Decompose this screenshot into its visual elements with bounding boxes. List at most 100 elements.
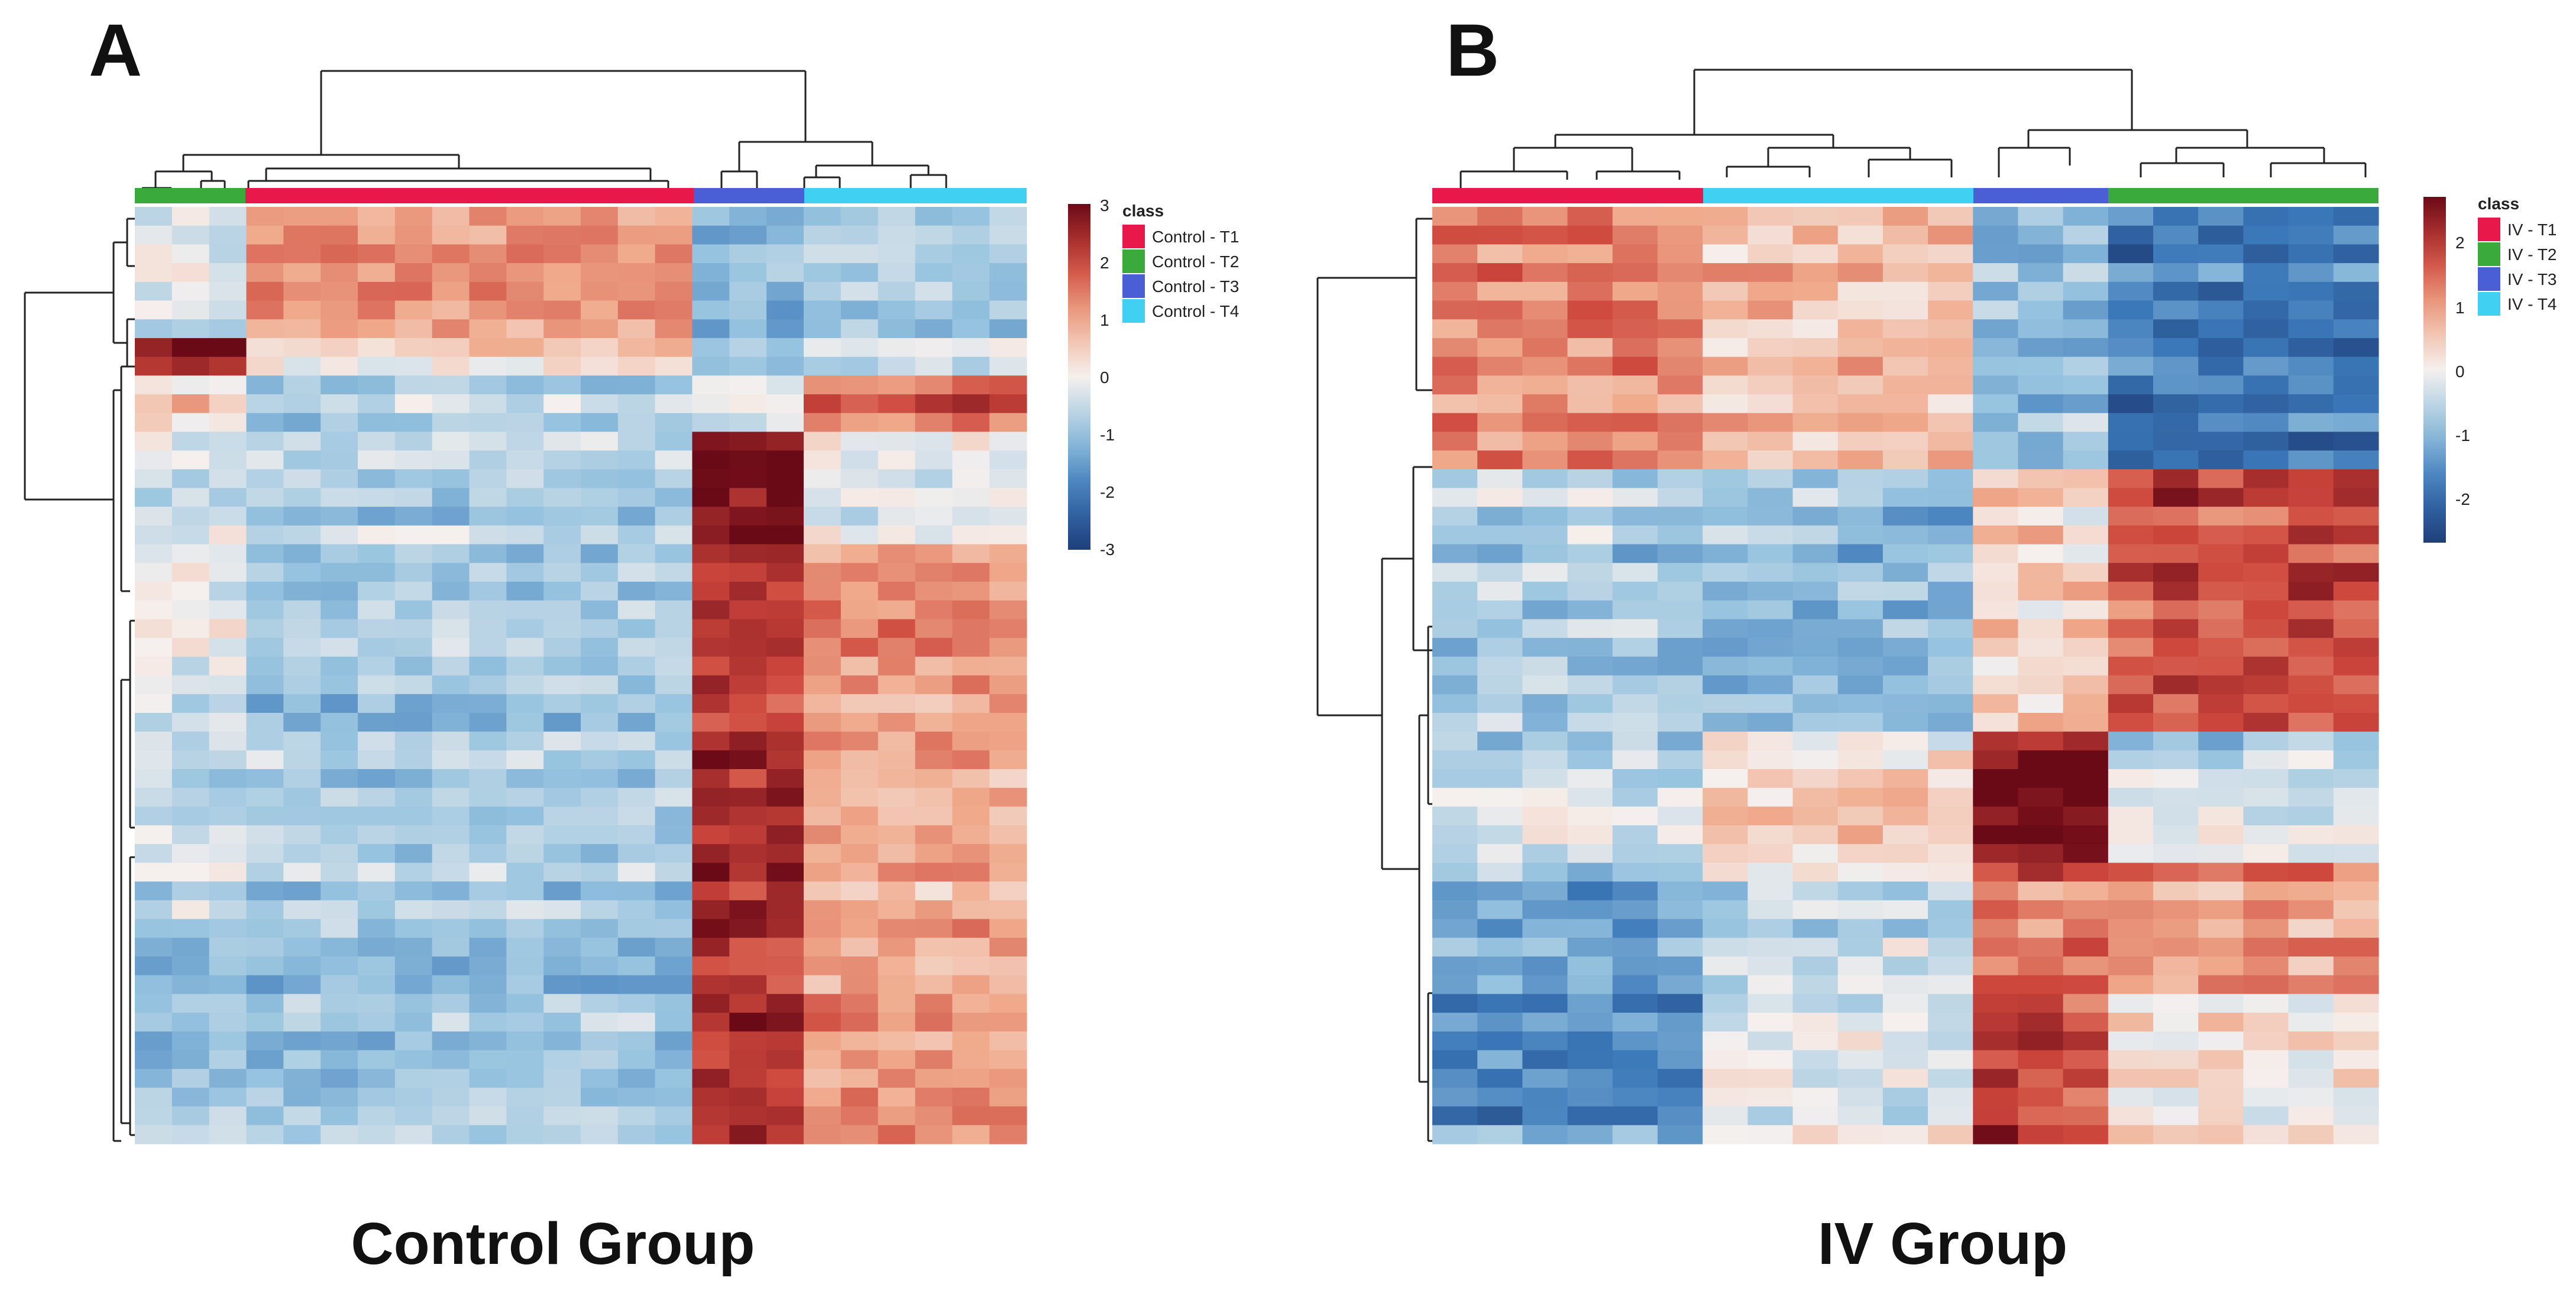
heatmap-cell [1792,806,1839,826]
heatmap-cell [1657,919,1703,938]
heatmap-cell [2063,525,2109,545]
heatmap-cell [283,956,321,976]
heatmap-cell [1522,525,1568,545]
heatmap-cell [1792,769,1839,789]
heatmap-cell [840,694,879,714]
heatmap-cell [989,356,1027,376]
heatmap-cell [1703,338,1748,358]
heatmap-cell [1477,1106,1523,1126]
heatmap-cell [617,844,656,864]
heatmap-cell [989,1050,1027,1069]
heatmap-cell [2243,769,2289,789]
heatmap-cell [2153,825,2199,845]
heatmap-cell [2243,1031,2289,1051]
heatmap-cell [840,862,879,882]
scale-b-tick: 1 [2455,299,2465,317]
heatmap-cell [617,207,656,226]
heatmap-cell [2108,787,2154,807]
heatmap-cell [1477,488,1523,507]
heatmap-cell [2063,919,2109,938]
heatmap-cell [1522,563,1568,582]
heatmap-cell [1567,769,1613,789]
heatmap-cell [2108,507,2154,526]
heatmap-cell [2288,1087,2334,1107]
heatmap-cell [2063,432,2109,451]
heatmap-cell [2288,806,2334,826]
heatmap-cell [617,638,656,657]
heatmap-cell [2333,938,2379,957]
heatmap-cell [729,994,767,1013]
heatmap-cell [1703,356,1748,376]
heatmap-cell [840,919,879,938]
heatmap-cell [321,525,358,545]
heatmap-cell [952,656,990,676]
heatmap-cell [840,244,879,264]
heatmap-cell [1477,338,1523,358]
heatmap-cell [1703,432,1748,451]
heatmap-cell [692,806,730,826]
class-bar-iv-t3 [1973,188,2108,203]
heatmap-cell [952,806,990,826]
heatmap-cell [543,975,581,994]
heatmap-cell [1612,675,1658,695]
heatmap-cell [878,675,916,695]
heatmap-cell [1882,900,1928,920]
heatmap-cell [2018,319,2064,339]
heatmap-cell [1703,994,1748,1013]
heatmap-cell [2018,1050,2064,1069]
heatmap-cell [1612,844,1658,864]
heatmap-cell [321,356,358,376]
heatmap-cell [1792,281,1839,301]
heatmap-cell [581,881,619,901]
heatmap-cell [1477,432,1523,451]
heatmap-cell [469,207,507,226]
heatmap-cell [321,488,358,507]
heatmap-cell [617,469,656,489]
heatmap-cell [2243,675,2289,695]
heatmap-cell [2018,356,2064,376]
heatmap-cell [321,1069,358,1088]
heatmap-cell [321,712,358,732]
heatmap-cell [469,469,507,489]
heatmap-cell [2108,356,2154,376]
heatmap-cell [729,244,767,264]
heatmap-cell [1657,319,1703,339]
heatmap-cell [1837,394,1884,414]
heatmap-cell [1928,600,1973,620]
heatmap-cell [840,750,879,770]
heatmap-cell [1522,675,1568,695]
heatmap-cell [915,694,953,714]
heatmap-cell [2243,225,2289,245]
heatmap-cell [2243,432,2289,451]
heatmap-cell [840,432,879,451]
heatmap-cell [952,563,990,582]
heatmap-cell [1612,750,1658,770]
heatmap-cell [1703,507,1748,526]
heatmap-cell [729,1087,767,1107]
heatmap-cell [1612,712,1658,732]
heatmap-cell [804,488,842,507]
heatmap-cell [469,862,507,882]
heatmap-cell [766,507,804,526]
heatmap-cell [1837,769,1884,789]
heatmap-cell [915,675,953,695]
heatmap-cell [2288,975,2334,994]
heatmap-cell [1882,356,1928,376]
heatmap-cell [1882,488,1928,507]
heatmap-cell [1657,563,1703,582]
scale-a-tick: 1 [1100,311,1109,329]
heatmap-cell [2243,563,2289,582]
heatmap-cell [283,900,321,920]
heatmap-cell [1703,469,1748,489]
heatmap-cell [1522,1050,1568,1069]
heatmap-cell [209,844,247,864]
heatmap-cell [1973,694,2019,714]
heatmap-cell [283,281,321,301]
heatmap-cell [2018,619,2064,638]
heatmap-cell [543,375,581,395]
heatmap-cell [358,207,396,226]
heatmap-cell [432,938,470,957]
heatmap-cell [692,1087,730,1107]
heatmap-cell [617,862,656,882]
heatmap-cell [1522,919,1568,938]
